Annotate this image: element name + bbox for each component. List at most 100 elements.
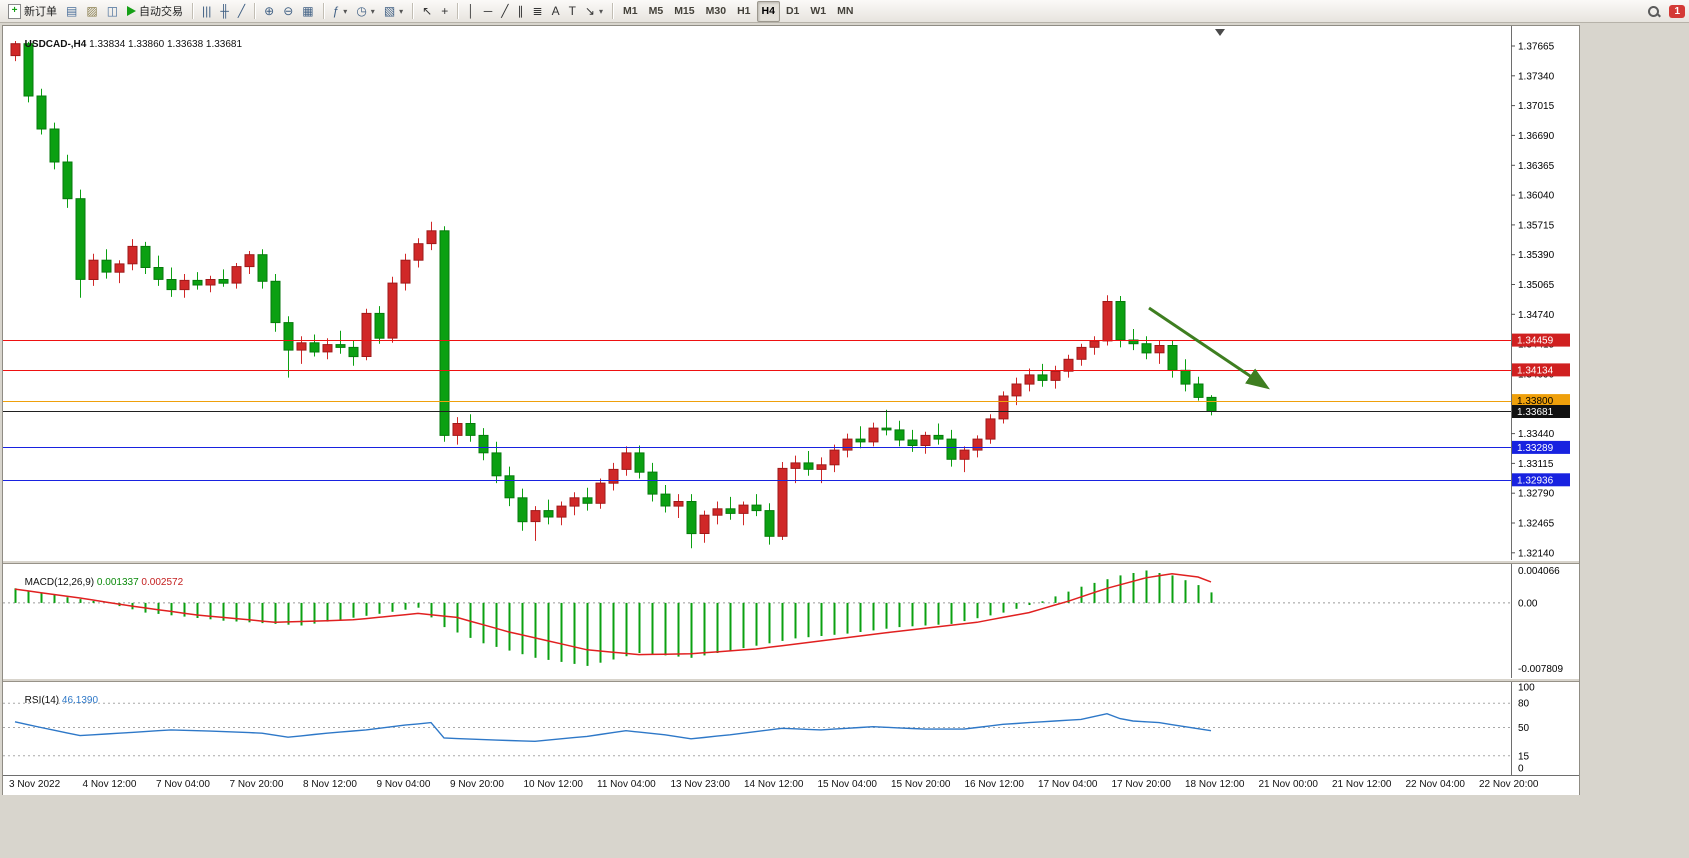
toolbar-separator [322, 3, 324, 19]
timeframe-m1-button[interactable]: M1 [623, 5, 638, 17]
search-button[interactable] [1643, 1, 1664, 22]
trendline-button[interactable]: ╱ [497, 1, 512, 22]
timeframe-h1-button[interactable]: H1 [737, 5, 751, 17]
bullish-candle [1089, 340, 1100, 348]
chart-shift-marker[interactable] [1215, 29, 1225, 36]
price-tag-1.34459[interactable]: 1.34459 [1512, 333, 1570, 347]
bullish-candle [426, 230, 437, 245]
bearish-candle [894, 429, 905, 441]
time-axis-label: 11 Nov 04:00 [597, 779, 656, 790]
bearish-candle [270, 280, 281, 324]
cursor-button[interactable]: ↖ [418, 1, 436, 22]
bearish-candle [309, 342, 320, 353]
timeframe-w1-button[interactable]: W1 [810, 5, 827, 17]
arrows-button[interactable]: ↘ ▾ [581, 1, 607, 22]
timeframe-h4-button[interactable]: H4 [756, 0, 780, 22]
bullish-candle [816, 464, 827, 470]
fibonacci-button[interactable]: ≣ [529, 1, 547, 22]
bullish-candle [998, 395, 1009, 420]
price-tag-1.33800[interactable]: 1.33800 [1512, 394, 1570, 408]
text-label-button[interactable]: T [565, 1, 580, 22]
toolbar-separator [254, 3, 256, 19]
bearish-candle [933, 434, 944, 440]
time-axis-label: 21 Nov 00:00 [1258, 779, 1319, 790]
channel-button[interactable]: ∥ [514, 1, 528, 22]
bearish-candle [582, 497, 593, 504]
time-axis-label: 21 Nov 12:00 [1332, 779, 1392, 790]
timeframe-m5-button[interactable]: M5 [648, 5, 664, 17]
bearish-candle [49, 128, 60, 163]
bullish-candle [400, 259, 411, 284]
bearish-candle [348, 346, 359, 358]
vertical-line-icon: │ [467, 4, 475, 18]
line-chart-button[interactable]: ╱ [234, 1, 249, 22]
bullish-candle [127, 245, 138, 265]
zoom-in-button[interactable]: ⊕ [260, 1, 278, 22]
time-axis-label: 22 Nov 04:00 [1405, 779, 1466, 790]
price-tag-1.32936[interactable]: 1.32936 [1512, 473, 1570, 487]
price-chart-canvas: 1.37665 1.37340 1.37015 1.36690 1.36365 1.360… [3, 26, 1570, 560]
timeframe-mn-button[interactable]: MN [837, 5, 854, 17]
panel-splitter[interactable] [3, 678, 1579, 682]
crosshair-button[interactable]: + [437, 1, 452, 22]
bullish-candle [1102, 301, 1113, 342]
profiles-button[interactable]: ▨ [82, 1, 101, 22]
time-axis-label: 18 Nov 12:00 [1185, 779, 1245, 790]
horizontal-line-button[interactable]: ─ [480, 1, 497, 22]
price-axis-label: 1.32465 [1518, 519, 1555, 530]
bullish-candle [413, 243, 424, 261]
timeframe-d1-button[interactable]: D1 [785, 5, 800, 17]
bearish-candle [192, 279, 203, 286]
price-axis-label: 1.37340 [1518, 71, 1555, 82]
auto-trading-button[interactable]: 自动交易 [123, 1, 187, 22]
periods-button[interactable]: ◷ ▾ [352, 1, 379, 22]
time-axis-label: 17 Nov 04:00 [1038, 779, 1098, 790]
current-price-tag[interactable]: 1.33681 [1512, 405, 1570, 418]
rsi-indicator-panel: RSI(14) 46.1390 100 80 50 15 0 [3, 682, 1579, 775]
price-tag-1.33289[interactable]: 1.33289 [1512, 440, 1570, 454]
panel-splitter[interactable] [3, 560, 1579, 564]
trend-arrow-annotation[interactable] [1148, 306, 1270, 390]
bullish-candle [231, 266, 242, 284]
bearish-candle [465, 423, 476, 436]
indicators-button[interactable]: ƒ ▾ [329, 1, 352, 22]
market-watch-button[interactable]: ◫ [103, 1, 122, 22]
time-axis-label: 7 Nov 20:00 [229, 779, 284, 790]
bullish-candle [452, 423, 463, 436]
bearish-candle [946, 438, 957, 460]
dropdown-caret-icon: ▾ [343, 6, 348, 16]
bearish-candle [140, 245, 151, 268]
chart-window-usdcad-h4: USDCAD-,H4 1.33834 1.33860 1.33638 1.336… [2, 25, 1580, 795]
rsi-axis-label: 100 [1518, 683, 1535, 694]
bullish-candle [920, 434, 931, 446]
vertical-line-button[interactable]: │ [463, 1, 479, 22]
bar-chart-button[interactable]: ||| [198, 1, 215, 22]
bearish-candle [1167, 345, 1178, 371]
bullish-candle [387, 282, 398, 339]
bearish-candle [1180, 369, 1191, 385]
macd-axis-label: 0.00 [1518, 598, 1538, 609]
timeframe-m15-button[interactable]: M15 [674, 5, 695, 17]
bullish-candle [569, 497, 580, 507]
bearish-candle [23, 43, 34, 97]
tile-windows-button[interactable]: ▦ [298, 1, 317, 22]
text-button[interactable]: A [548, 1, 564, 22]
bullish-candle [1024, 374, 1035, 385]
price-tag-1.34134[interactable]: 1.34134 [1512, 363, 1570, 377]
new-order-button[interactable]: + 新订单 [4, 1, 61, 22]
templates-button[interactable]: ▧ ▾ [380, 1, 407, 22]
notification-badge[interactable]: 1 [1669, 4, 1685, 18]
svg-text:1.33681: 1.33681 [1517, 407, 1554, 418]
time-axis-label: 16 Nov 12:00 [964, 779, 1025, 790]
time-axis-label: 17 Nov 20:00 [1111, 779, 1172, 790]
chart-window-button[interactable]: ▤ [62, 1, 81, 22]
macd-axis-label: -0.007809 [1518, 664, 1563, 675]
timeframe-m30-button[interactable]: M30 [705, 5, 727, 17]
time-axis-label: 10 Nov 12:00 [523, 779, 584, 790]
channel-icon: ∥ [517, 4, 524, 18]
bullish-candle [1154, 345, 1165, 354]
zoom-out-button[interactable]: ⊖ [279, 1, 297, 22]
price-axis-label: 1.36040 [1518, 191, 1555, 202]
candlestick-chart-button[interactable]: ╫ [216, 1, 233, 22]
bullish-candle [1063, 358, 1074, 372]
